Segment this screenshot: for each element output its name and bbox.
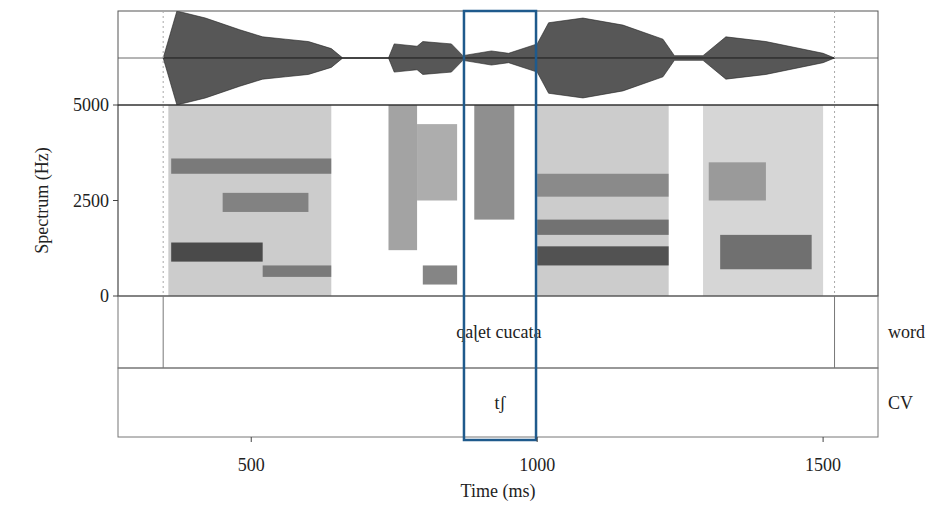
boundary-guide — [163, 11, 164, 296]
tier-boundary — [163, 296, 164, 368]
x-tick — [537, 437, 538, 442]
spectrogram-cell — [223, 193, 309, 212]
spectrogram-cell — [388, 105, 417, 250]
spectrogram-cell — [709, 162, 766, 200]
x-axis-title: Time (ms) — [461, 481, 536, 502]
x-tick-label: 1500 — [805, 455, 841, 475]
y-axis-title: Spectrum (Hz) — [32, 147, 53, 253]
boundary-guide — [834, 11, 835, 296]
y-tick-label: 5000 — [73, 95, 109, 115]
spectrogram-cell — [171, 158, 331, 173]
spectrogram-cell — [537, 105, 669, 296]
x-tick — [251, 437, 252, 442]
y-tick-label: 0 — [100, 286, 109, 306]
tier-name: word — [888, 322, 925, 342]
spectrogram-cell — [171, 243, 262, 262]
y-tick-label: 2500 — [73, 191, 109, 211]
waveform — [118, 11, 878, 105]
tier-name: CV — [888, 393, 913, 413]
interval-label: qaɭet cucata — [456, 322, 541, 342]
spectrogram-cell — [537, 220, 669, 235]
spectrogram-cell — [263, 265, 332, 276]
x-tick-label: 500 — [238, 455, 265, 475]
spectrogram-cell — [703, 105, 823, 296]
spectrogram-cell — [537, 246, 669, 265]
tier-frame — [118, 296, 878, 368]
spectrogram-cell — [720, 235, 811, 269]
interval-label: tʃ — [495, 393, 507, 413]
waveform-frame — [118, 11, 878, 105]
x-tick — [823, 437, 824, 442]
spectrogram-cell — [474, 105, 514, 220]
x-tick-label: 1000 — [519, 455, 555, 475]
tier-frame — [118, 368, 878, 437]
figure: word qaɭet cucata CV tʃ 500 1000 1500 Time (ms)… — [0, 0, 945, 511]
y-tick — [113, 105, 118, 106]
spectrogram — [168, 105, 823, 296]
y-tick — [113, 200, 118, 201]
waveform-envelope — [163, 58, 834, 105]
spectrogram-cell — [168, 105, 331, 296]
spectrogram-frame — [118, 105, 878, 296]
spectrogram-cell — [537, 174, 669, 197]
y-tick — [113, 296, 118, 297]
highlight-box — [464, 11, 536, 440]
tier-boundary — [834, 296, 835, 368]
waveform-envelope — [163, 11, 834, 58]
spectrogram-cell — [417, 124, 457, 200]
spectrogram-cell — [423, 265, 457, 284]
